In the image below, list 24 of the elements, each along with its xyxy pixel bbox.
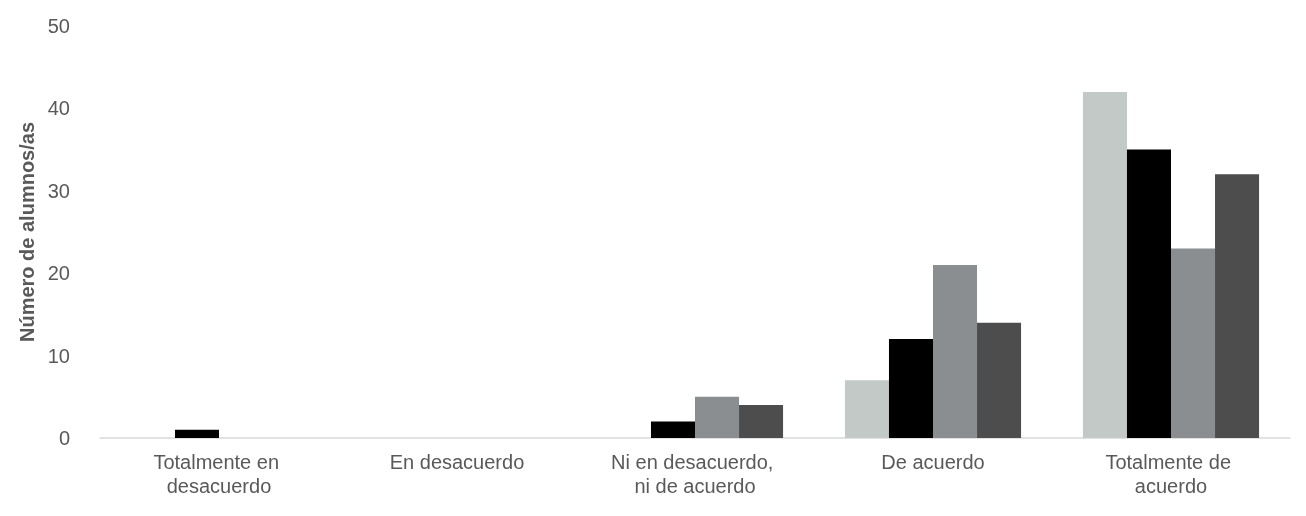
- bar: [1126, 149, 1171, 438]
- x-tick-label: Totalmente en desacuerdo: [153, 451, 285, 497]
- x-tick-label: Ni en desacuerdo, ni de acuerdo: [611, 451, 779, 497]
- bar: [888, 339, 933, 438]
- y-tick-label: 50: [47, 15, 70, 37]
- bar: [174, 429, 219, 438]
- bar: [1171, 248, 1216, 438]
- bar: [1215, 174, 1260, 438]
- x-tick-label: En desacuerdo: [389, 451, 525, 473]
- bar: [977, 322, 1022, 438]
- x-tick-label: Totalmente de acuerdo: [1105, 451, 1237, 497]
- bar: [1082, 91, 1127, 438]
- y-tick-label: 0: [58, 427, 70, 449]
- bar: [844, 380, 889, 438]
- y-tick-label: 10: [47, 344, 70, 367]
- bar: [695, 396, 740, 438]
- bar: [739, 405, 784, 438]
- y-axis-title: Número de alumnos/as: [15, 121, 38, 343]
- x-tick-label: De acuerdo: [881, 451, 985, 473]
- y-tick-label: 40: [47, 97, 70, 120]
- bar: [933, 264, 978, 438]
- y-tick-label: 30: [47, 179, 70, 202]
- bar: [650, 421, 695, 438]
- y-tick-label: 20: [47, 262, 70, 285]
